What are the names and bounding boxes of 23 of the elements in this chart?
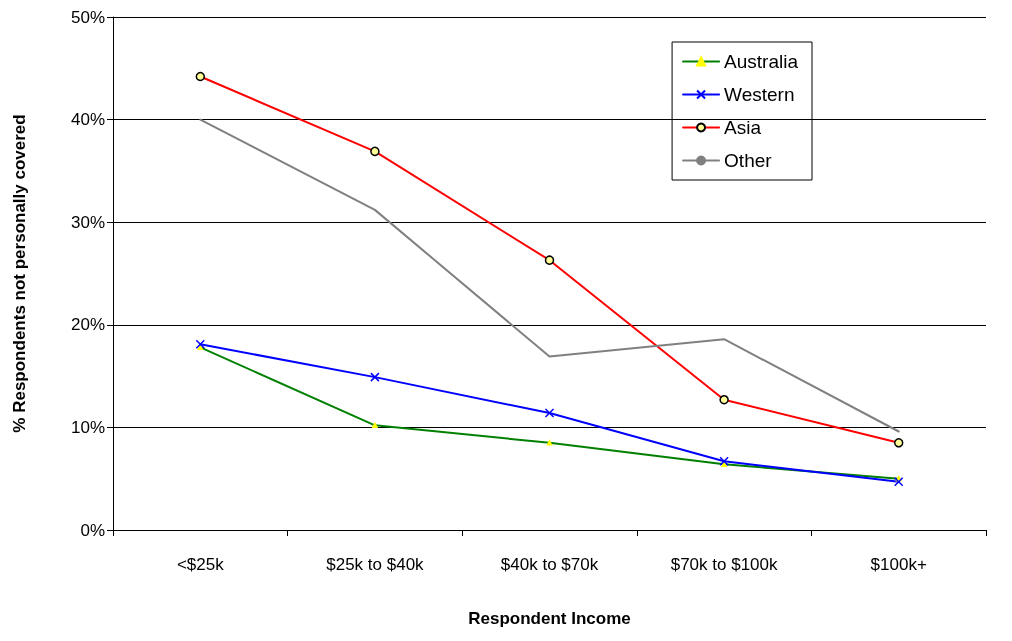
point: [370, 372, 380, 382]
x-tick-label: $100k+: [870, 555, 927, 574]
x-axis-title: Respondent Income: [468, 609, 631, 628]
x-tick-label: $25k to $40k: [326, 555, 425, 574]
y-tick-label: 30%: [70, 212, 105, 232]
legend-label: Western: [724, 84, 795, 105]
y-axis-title: % Respondents not personally covered: [10, 114, 29, 433]
x-tick-label: $40k to $70k: [500, 555, 599, 574]
legend-label: Other: [724, 150, 773, 171]
line-series: [199, 118, 900, 433]
legend-label: Asia: [724, 117, 762, 138]
point: [195, 339, 206, 350]
y-tick-label: 40%: [70, 110, 105, 130]
legend-label: Australia: [724, 51, 799, 72]
point: [544, 408, 555, 418]
y-tick-label: 50%: [70, 7, 105, 27]
point: [719, 456, 729, 467]
point: [893, 477, 904, 487]
y-tick-label: 10%: [70, 417, 105, 437]
y-tick-label: 0%: [80, 520, 105, 540]
y-tick-label: 20%: [70, 315, 105, 335]
x-tick-label: <$25k: [176, 555, 225, 574]
x-tick-label: $70k to $100k: [670, 555, 778, 574]
